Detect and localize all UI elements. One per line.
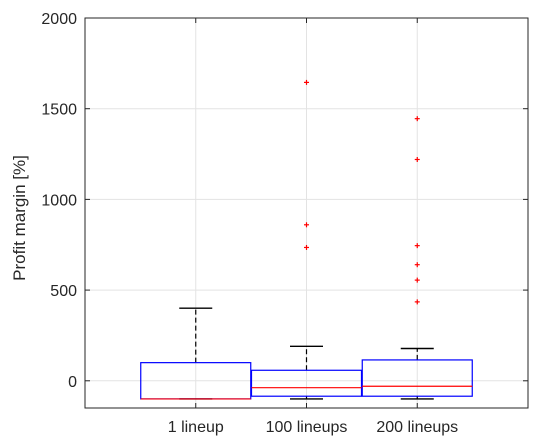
outlier-point xyxy=(415,299,420,304)
y-tick-label: 2000 xyxy=(41,11,77,28)
y-tick-label: 1500 xyxy=(41,102,77,119)
outlier-point xyxy=(415,278,420,283)
y-tick-label: 0 xyxy=(68,374,77,391)
outlier-point xyxy=(415,243,420,248)
outlier-point xyxy=(304,222,309,227)
y-tick-label: 1000 xyxy=(41,192,77,209)
axes: 0 500 1000 1500 2000 1 lineup 100 lineups 200 l… xyxy=(41,11,528,436)
axis-labels: Profit margin [%] xyxy=(10,155,29,281)
outlier-point xyxy=(415,262,420,267)
outlier-point xyxy=(304,245,309,250)
x-tick-label: 200 lineups xyxy=(376,419,458,436)
x-tick-label: 100 lineups xyxy=(266,419,348,436)
x-tick-label: 1 lineup xyxy=(168,419,224,436)
y-axis-label: Profit margin [%] xyxy=(10,155,29,281)
outlier-point xyxy=(415,116,420,121)
outlier-point xyxy=(415,157,420,162)
outlier-point xyxy=(304,80,309,85)
y-tick-label: 500 xyxy=(50,283,77,300)
